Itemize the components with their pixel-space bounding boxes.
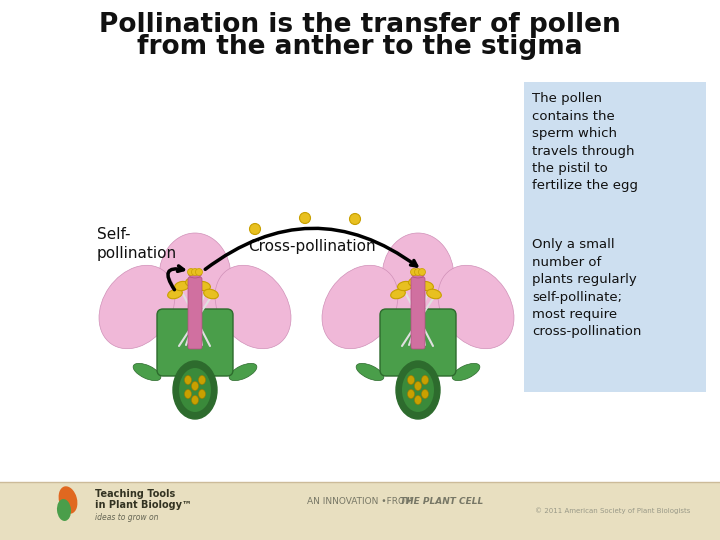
Ellipse shape — [415, 395, 421, 404]
Text: Pollination is the transfer of pollen: Pollination is the transfer of pollen — [99, 12, 621, 38]
Circle shape — [192, 268, 199, 275]
Ellipse shape — [199, 375, 205, 384]
Circle shape — [349, 213, 361, 225]
Bar — [0, 482, 720, 540]
Ellipse shape — [199, 389, 205, 399]
Circle shape — [415, 268, 421, 275]
Ellipse shape — [192, 381, 199, 390]
Ellipse shape — [186, 278, 200, 287]
Ellipse shape — [133, 363, 161, 381]
Ellipse shape — [408, 375, 415, 384]
Ellipse shape — [173, 361, 217, 419]
Ellipse shape — [184, 389, 192, 399]
Ellipse shape — [356, 363, 384, 381]
Ellipse shape — [99, 265, 175, 349]
FancyBboxPatch shape — [188, 277, 202, 349]
Text: in Plant Biology™: in Plant Biology™ — [95, 500, 192, 510]
Ellipse shape — [418, 281, 433, 291]
Text: © 2011 American Society of Plant Biologists: © 2011 American Society of Plant Biologi… — [535, 508, 690, 514]
Ellipse shape — [412, 270, 425, 278]
Circle shape — [418, 268, 426, 275]
Ellipse shape — [159, 233, 231, 321]
Ellipse shape — [174, 281, 189, 291]
Ellipse shape — [415, 381, 421, 390]
Ellipse shape — [215, 265, 291, 349]
Ellipse shape — [452, 363, 480, 381]
Text: THE PLANT CELL: THE PLANT CELL — [400, 497, 483, 507]
Circle shape — [196, 268, 202, 275]
Ellipse shape — [427, 289, 441, 299]
Ellipse shape — [229, 363, 257, 381]
Ellipse shape — [189, 270, 202, 278]
Ellipse shape — [204, 289, 218, 299]
Text: The pollen
contains the
sperm which
travels through
the pistil to
fertilize the : The pollen contains the sperm which trav… — [532, 92, 638, 192]
Ellipse shape — [322, 265, 398, 349]
Ellipse shape — [408, 389, 415, 399]
Ellipse shape — [58, 487, 78, 514]
Bar — [524, 82, 706, 392]
Ellipse shape — [402, 368, 434, 412]
Text: from the anther to the stigma: from the anther to the stigma — [138, 34, 582, 60]
Ellipse shape — [168, 289, 182, 299]
FancyBboxPatch shape — [157, 309, 233, 376]
Ellipse shape — [192, 395, 199, 404]
Ellipse shape — [196, 281, 210, 291]
Ellipse shape — [396, 361, 440, 419]
Text: ideas to grow on: ideas to grow on — [95, 512, 158, 522]
FancyBboxPatch shape — [380, 309, 456, 376]
Circle shape — [300, 213, 310, 224]
Ellipse shape — [408, 278, 423, 287]
Text: Only a small
number of
plants regularly
self-pollinate;
most require
cross-polli: Only a small number of plants regularly … — [532, 238, 642, 339]
Ellipse shape — [57, 499, 71, 521]
Ellipse shape — [391, 289, 405, 299]
Ellipse shape — [397, 281, 413, 291]
Text: AN INNOVATION •FROM: AN INNOVATION •FROM — [307, 497, 413, 507]
Circle shape — [250, 224, 261, 234]
Circle shape — [187, 268, 194, 275]
Circle shape — [410, 268, 418, 275]
Ellipse shape — [184, 375, 192, 384]
Text: Self-
pollination: Self- pollination — [97, 227, 177, 261]
FancyBboxPatch shape — [411, 277, 425, 349]
Ellipse shape — [438, 265, 514, 349]
Ellipse shape — [382, 233, 454, 321]
Ellipse shape — [421, 375, 428, 384]
Text: Cross-pollination: Cross-pollination — [248, 240, 376, 254]
Text: Teaching Tools: Teaching Tools — [95, 489, 175, 499]
Ellipse shape — [179, 368, 211, 412]
Ellipse shape — [421, 389, 428, 399]
